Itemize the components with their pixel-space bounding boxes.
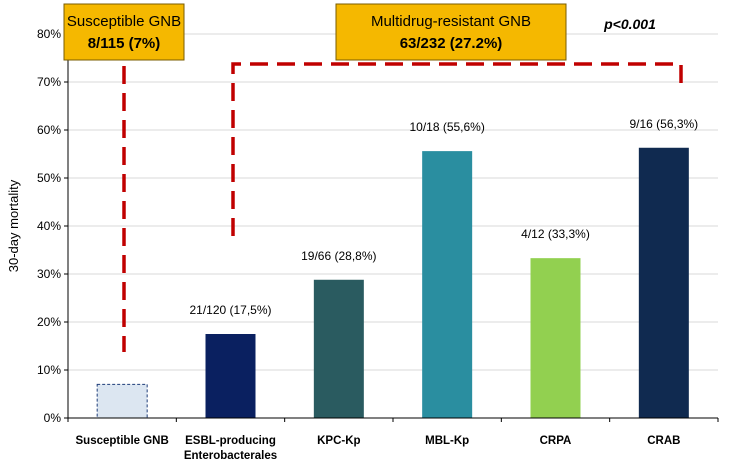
mdr-box-title: Multidrug-resistant GNB xyxy=(371,13,531,30)
y-tick-label: 80% xyxy=(37,27,61,41)
category-label: ESBL-producing Enterobacterales xyxy=(184,435,277,462)
y-tick-label: 10% xyxy=(37,363,61,377)
y-tick-label: 50% xyxy=(37,171,61,185)
mdr-box xyxy=(335,3,567,61)
y-tick-labels: 0% 10% 20% 30% 40% 50% 60% 70% 80% xyxy=(37,27,61,425)
annotations: Susceptible GNB 8/115 (7%) Multidrug-resis… xyxy=(63,3,683,352)
y-tick-label: 40% xyxy=(37,219,61,233)
category-label: CRPA xyxy=(540,435,572,447)
bar-0 xyxy=(96,383,148,419)
data-label: 4/12 (33,3%) xyxy=(521,227,590,241)
category-label: Susceptible GNB xyxy=(76,435,169,447)
mdr-box-value: 63/232 (27.2%) xyxy=(400,35,503,52)
susceptible-box-value: 8/115 (7%) xyxy=(88,35,161,52)
bar-2 xyxy=(313,279,364,418)
bar-4 xyxy=(530,258,581,418)
susceptible-box xyxy=(63,3,185,61)
susceptible-box-title: Susceptible GNB xyxy=(67,13,181,30)
bar-5 xyxy=(638,147,689,418)
bars xyxy=(96,147,689,419)
category-label: CRAB xyxy=(647,435,680,447)
category-labels: Susceptible GNB ESBL-producing Enterobacte… xyxy=(76,435,681,462)
data-label: 10/18 (55,6%) xyxy=(409,120,484,134)
bar-1 xyxy=(205,334,256,418)
y-tick-label: 70% xyxy=(37,75,61,89)
bar-3 xyxy=(422,151,473,418)
category-label: KPC-Kp xyxy=(317,435,360,447)
data-label: 19/66 (28,8%) xyxy=(301,249,376,263)
category-label: MBL-Kp xyxy=(425,435,469,447)
axes: 30-day mortality xyxy=(6,33,719,422)
data-label: 9/16 (56,3%) xyxy=(629,117,698,131)
y-tick-label: 20% xyxy=(37,315,61,329)
y-axis-label: 30-day mortality xyxy=(6,179,21,272)
mdr-bracket xyxy=(231,62,683,236)
y-tick-label: 30% xyxy=(37,267,61,281)
p-value: p<0.001 xyxy=(603,16,656,32)
gridlines xyxy=(68,33,718,371)
data-label: 21/120 (17,5%) xyxy=(189,303,271,317)
y-tick-label: 0% xyxy=(44,411,62,425)
data-labels: 21/120 (17,5%) 19/66 (28,8%) 10/18 (55,6%)… xyxy=(189,117,698,317)
y-tick-label: 60% xyxy=(37,123,61,137)
